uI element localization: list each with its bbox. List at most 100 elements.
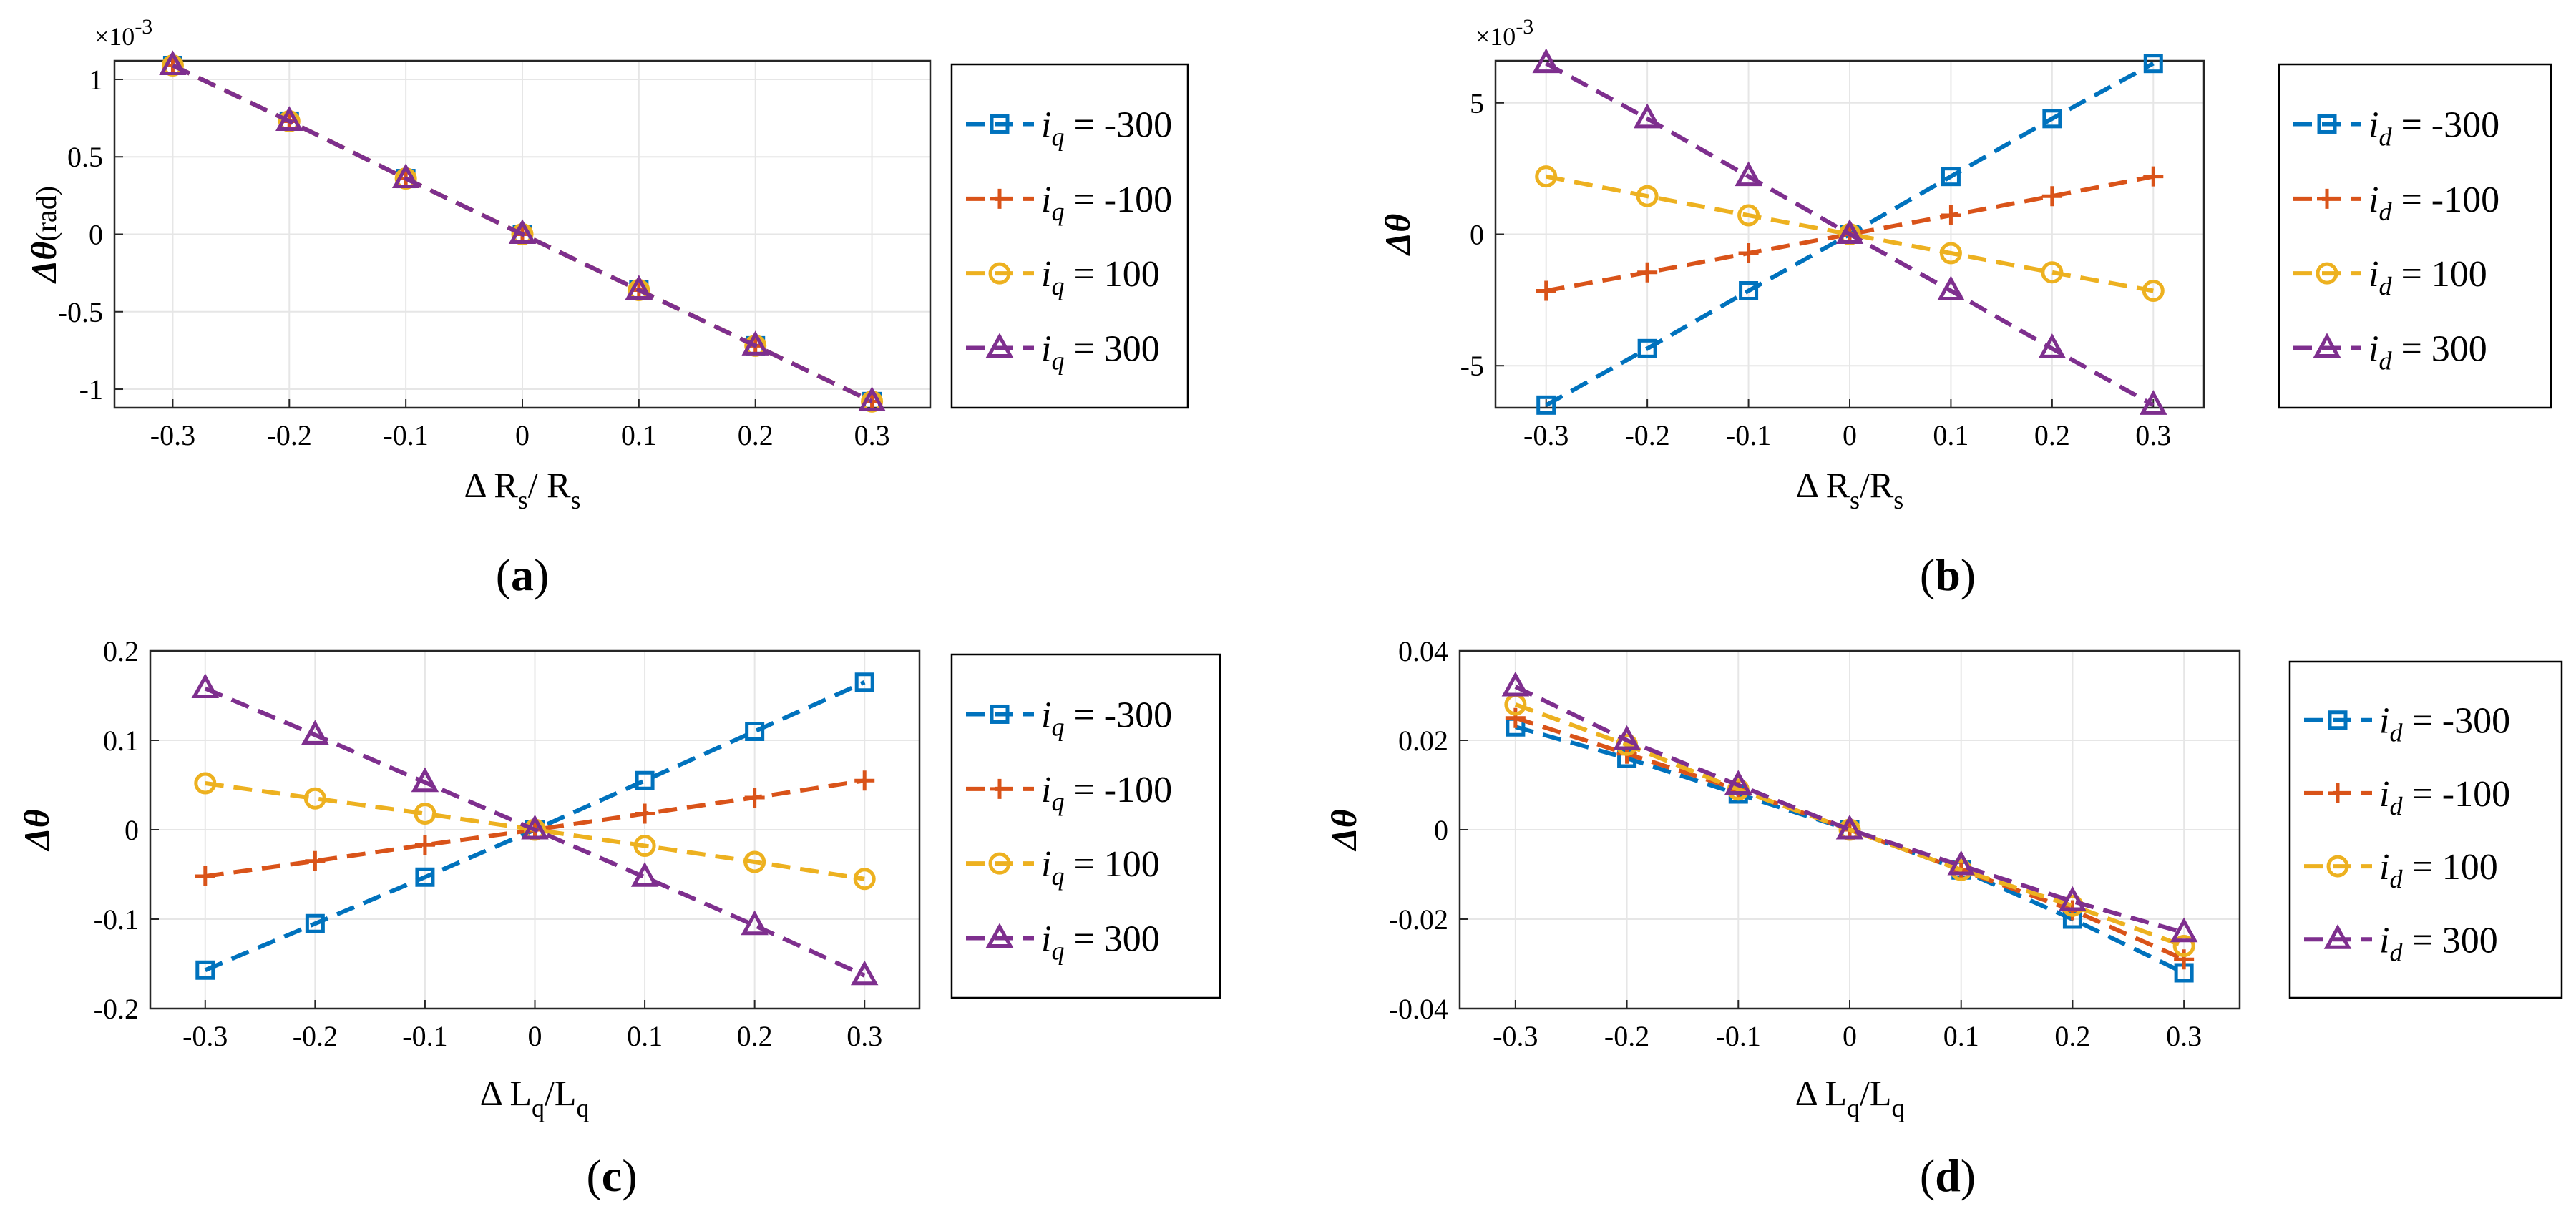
legend-label: iq = -300 — [1041, 695, 1172, 741]
x-tick-label: -0.1 — [402, 1020, 447, 1052]
legend-marker — [2317, 188, 2337, 209]
legend-marker — [2316, 262, 2338, 285]
axes-box — [113, 59, 932, 409]
data-point — [411, 767, 439, 793]
x-tick-label: -0.2 — [293, 1020, 338, 1052]
x-axis-label-part: /L — [545, 1073, 576, 1113]
data-point — [508, 219, 537, 244]
legend-label: id = 100 — [2379, 847, 2498, 893]
y-axis-label: Δθ — [16, 809, 57, 851]
x-tick-label: -0.2 — [1624, 419, 1669, 451]
data-point — [2142, 279, 2165, 302]
y-tick-label: -0.02 — [1389, 903, 1448, 936]
legend-var: i — [2379, 701, 2389, 742]
x-tick-label: -0.3 — [1523, 419, 1568, 451]
legend-marker — [990, 188, 1010, 209]
legend-entry: id = 100 — [2293, 254, 2487, 300]
legend-box — [2278, 63, 2552, 409]
legend-entry: iq = 100 — [966, 844, 1160, 891]
y-axis-label-unit: (rad) — [30, 186, 62, 242]
legend-var: i — [2368, 329, 2379, 370]
x-tick-label: 0 — [515, 419, 530, 451]
data-point — [2042, 109, 2062, 129]
x-axis-label-part: Δ L — [1795, 1073, 1847, 1113]
legend-var: i — [1041, 329, 1051, 370]
data-point — [1835, 219, 1864, 244]
data-point — [1737, 204, 1760, 227]
legend-entry: iq = -100 — [966, 770, 1172, 816]
legend-sub: q — [1051, 197, 1064, 226]
legend-entry: iq = -300 — [966, 695, 1172, 741]
legend-sub: q — [1051, 788, 1064, 816]
legend-sub: q — [1051, 712, 1064, 741]
legend-sub: d — [2389, 792, 2403, 820]
data-point — [414, 803, 436, 825]
y-exponent-label: ×10-3 — [94, 15, 152, 51]
legend-sub: q — [1051, 272, 1064, 300]
x-axis-label-part: q — [576, 1094, 589, 1122]
caption-close: ) — [534, 549, 549, 600]
y-tick-label: 0 — [89, 219, 103, 251]
data-point — [1536, 280, 1556, 301]
legend-entry: iq = 300 — [966, 329, 1160, 376]
x-axis-label-part: q — [1891, 1094, 1904, 1122]
legend-entry: id = -100 — [2293, 180, 2499, 226]
x-axis-label-part: /R — [1860, 465, 1894, 505]
series-line-3 — [204, 686, 866, 978]
data-point — [305, 850, 326, 871]
legend-value: = -300 — [2391, 104, 2499, 145]
data-point — [2041, 261, 2064, 284]
x-tick-label: 0.1 — [627, 1020, 663, 1052]
legend-marker — [985, 923, 1014, 948]
data-point — [745, 722, 765, 741]
legend-var: i — [1041, 104, 1051, 145]
data-point — [2038, 333, 2067, 358]
legend-marker — [990, 114, 1010, 134]
legend-value: = 300 — [2402, 920, 2497, 961]
data-point — [305, 913, 325, 933]
y-tick-label: 0 — [1470, 219, 1484, 251]
y-tick-label: 0.02 — [1398, 725, 1448, 757]
data-point — [1532, 48, 1560, 74]
legend: iq = -300 iq = -100 iq = 100 iq = 300 — [950, 653, 1221, 999]
legend-label: id = 300 — [2379, 920, 2498, 966]
data-point — [415, 867, 435, 887]
y-axis-label-main: Δθ — [1377, 214, 1418, 256]
y-axis-label-main: Δθ — [16, 809, 57, 851]
legend-label: id = -300 — [2368, 104, 2499, 151]
x-tick-label: 0.3 — [854, 419, 890, 451]
x-tick-label: -0.1 — [1726, 419, 1771, 451]
legend-entry: id = 100 — [2304, 847, 2498, 893]
panel-a: -0.3 -0.2 -0.1 0 0.1 0.2 0.3 -1 -0.5 0 0.5 1 ×10-3 Δθ… — [24, 15, 1189, 600]
series-line-2 — [1514, 702, 2185, 948]
legend-var: i — [1041, 770, 1051, 810]
data-point — [2170, 917, 2198, 943]
caption-close: ) — [1961, 1150, 1976, 1201]
caption-open: ( — [586, 1150, 601, 1201]
data-point — [850, 960, 879, 986]
x-tick-label: 0.3 — [847, 1020, 882, 1052]
data-point — [2059, 886, 2087, 911]
axes-box — [149, 649, 921, 1010]
legend-value: = 300 — [1064, 919, 1159, 960]
legend-value: = 100 — [1064, 254, 1159, 295]
data-point — [630, 862, 659, 887]
legend-sub: q — [1051, 347, 1064, 376]
legend-entry: id = -100 — [2304, 774, 2510, 820]
panel-caption: (b) — [1920, 549, 1976, 600]
legend-var: i — [2368, 254, 2379, 295]
legend-entry: id = 300 — [2304, 920, 2498, 966]
data-point — [301, 720, 329, 745]
caption-open: ( — [1920, 1150, 1935, 1201]
y-axis-label-main: Δθ — [1324, 809, 1364, 851]
panel-caption: (a) — [496, 549, 550, 600]
data-point — [159, 50, 187, 75]
series-line-2 — [1546, 174, 2154, 293]
legend-entry: id = 300 — [2293, 329, 2487, 376]
legend-var: i — [1041, 180, 1051, 220]
data-point — [1739, 280, 1759, 300]
legend-sub: d — [2379, 122, 2392, 151]
data-point — [1637, 338, 1657, 358]
caption-close: ) — [622, 1150, 637, 1201]
legend-marker — [2328, 710, 2348, 730]
